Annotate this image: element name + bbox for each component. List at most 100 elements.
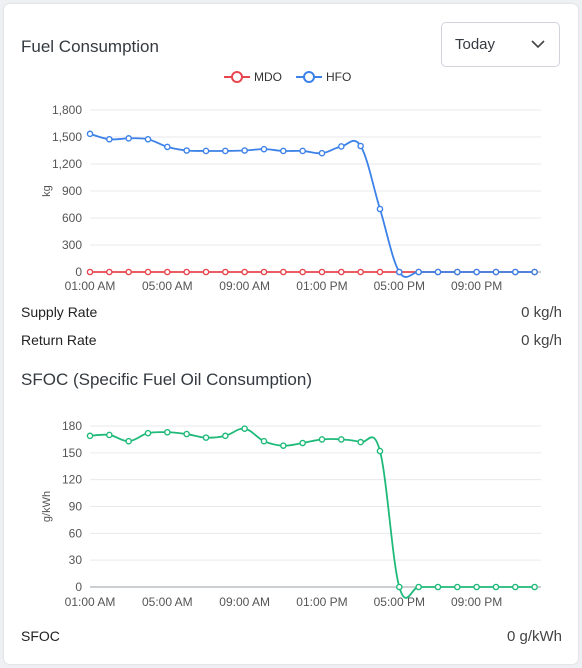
mdo-legend-marker: [224, 71, 250, 83]
fuel-consumption-title: Fuel Consumption: [21, 37, 159, 56]
data-point-mdo: [125, 268, 132, 276]
legend-label-mdo: MDO: [254, 70, 282, 84]
data-point-hfo: [222, 147, 229, 155]
data-point-sfoc: [144, 429, 152, 437]
x-tick-label: 01:00 PM: [296, 595, 347, 609]
data-point-sfoc: [241, 425, 248, 432]
legend-label-hfo: HFO: [326, 70, 352, 84]
x-tick-label: 01:00 AM: [65, 279, 116, 293]
sfoc-value: 0 g/kWh: [506, 628, 562, 645]
y-axis-label: g/kWh: [41, 491, 53, 522]
x-tick-label: 09:00 AM: [219, 279, 270, 293]
chevron-down-icon: [531, 40, 545, 49]
data-point-sfoc: [357, 438, 364, 446]
data-point-hfo: [260, 145, 268, 153]
y-tick-label: 0: [75, 265, 82, 279]
y-tick-label: 1,200: [52, 157, 82, 171]
x-tick-label: 05:00 AM: [142, 279, 193, 293]
x-tick-label: 05:00 PM: [374, 279, 425, 293]
fuel-consumption-chart: 0 300 600 900 1,200 1,500 1,800 kg 01:00 AM 05:00…: [41, 103, 541, 293]
data-point-sfoc: [106, 431, 113, 439]
data-point-sfoc: [338, 436, 345, 443]
data-point-hfo: [86, 130, 94, 138]
data-point-mdo: [183, 268, 190, 276]
legend-item-mdo[interactable]: MDO: [224, 70, 282, 84]
x-tick-label: 01:00 AM: [65, 595, 116, 609]
series-line-sfoc: [89, 427, 535, 599]
data-point-hfo: [106, 135, 113, 143]
data-point-hfo: [280, 147, 287, 155]
x-tick-label: 09:00 PM: [451, 279, 502, 293]
return-rate-label: Return Rate: [21, 332, 97, 348]
data-point-mdo: [241, 268, 248, 276]
data-point-sfoc: [299, 439, 306, 447]
x-tick-label: 05:00 AM: [142, 595, 193, 609]
fuel-card: Fuel Consumption Today MDO HFO 0 300 600 90…: [4, 4, 578, 664]
legend-item-hfo[interactable]: HFO: [296, 70, 351, 84]
x-tick-label: 01:00 PM: [296, 279, 347, 293]
y-tick-label: 1,500: [52, 130, 82, 144]
x-tick-label: 09:00 PM: [451, 595, 502, 609]
data-point-hfo: [473, 268, 480, 276]
y-tick-label: 900: [62, 184, 82, 198]
data-point-hfo: [492, 268, 500, 276]
y-tick-label: 600: [62, 211, 82, 225]
data-point-mdo: [164, 268, 171, 276]
data-point-sfoc: [222, 432, 229, 440]
data-point-sfoc: [260, 437, 268, 445]
data-point-hfo: [299, 147, 306, 155]
data-point-sfoc: [86, 432, 94, 440]
data-point-hfo: [434, 268, 442, 276]
hfo-legend-marker: [296, 71, 322, 83]
data-point-hfo: [125, 135, 132, 142]
supply-rate-value: 0 kg/h: [521, 304, 562, 321]
data-point-sfoc: [202, 434, 210, 441]
data-point-hfo: [202, 147, 210, 155]
data-point-mdo: [280, 268, 287, 276]
y-tick-label: 150: [62, 446, 82, 460]
data-point-sfoc: [318, 436, 326, 443]
data-point-sfoc: [183, 430, 190, 438]
data-point-sfoc: [396, 583, 403, 591]
y-tick-label: 30: [69, 553, 83, 567]
y-tick-label: 90: [69, 500, 83, 514]
data-point-mdo: [86, 268, 94, 276]
data-point-mdo: [318, 268, 326, 276]
data-point-sfoc: [492, 583, 500, 591]
data-point-sfoc: [453, 583, 461, 591]
data-point-hfo: [144, 135, 152, 143]
data-point-mdo: [106, 268, 113, 276]
sfoc-chart: 0 30 60 90 120 150 180 g/kWh 01:00 AM 05:00 AM 09:…: [41, 419, 541, 609]
sfoc-label: SFOC: [21, 628, 60, 644]
data-point-hfo: [183, 147, 190, 154]
data-point-hfo: [318, 149, 326, 157]
data-point-mdo: [222, 268, 229, 276]
data-point-hfo: [241, 147, 248, 154]
data-point-sfoc: [376, 447, 384, 455]
data-point-hfo: [164, 143, 171, 151]
period-select-value: Today: [455, 36, 496, 53]
y-axis-label: kg: [41, 185, 53, 197]
data-point-sfoc: [415, 583, 422, 591]
data-point-hfo: [415, 268, 422, 276]
x-tick-label: 05:00 PM: [374, 595, 425, 609]
data-point-sfoc: [434, 583, 442, 591]
data-point-hfo: [453, 268, 461, 276]
data-point-hfo: [357, 142, 364, 150]
sfoc-title: SFOC (Specific Fuel Oil Consumption): [21, 370, 312, 389]
data-point-mdo: [357, 268, 364, 276]
period-select[interactable]: Today: [441, 22, 560, 67]
data-point-mdo: [299, 268, 306, 276]
data-point-hfo: [396, 268, 403, 276]
data-point-sfoc: [473, 583, 480, 591]
supply-rate-label: Supply Rate: [21, 304, 98, 320]
data-point-mdo: [376, 268, 384, 276]
return-rate-value: 0 kg/h: [521, 332, 562, 349]
y-tick-label: 1,800: [52, 103, 82, 117]
data-point-sfoc: [531, 583, 538, 591]
data-point-mdo: [260, 268, 268, 276]
series-line-hfo: [89, 132, 535, 278]
data-point-sfoc: [280, 442, 287, 449]
y-tick-label: 60: [69, 526, 83, 540]
data-point-sfoc: [511, 583, 519, 591]
